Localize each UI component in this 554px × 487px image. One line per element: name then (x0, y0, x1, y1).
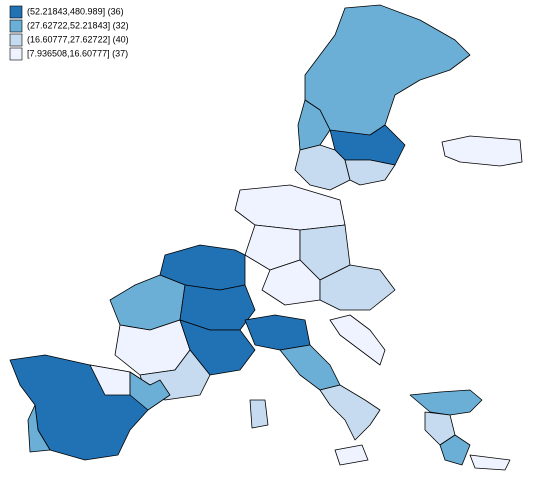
region (441, 135, 523, 167)
region (319, 384, 381, 441)
regions (9, 4, 523, 471)
legend-swatch (9, 19, 23, 33)
region (129, 371, 171, 411)
legend-swatch (9, 5, 23, 19)
region (304, 4, 471, 141)
region (439, 434, 471, 466)
region (334, 444, 369, 466)
region (409, 389, 483, 416)
region (344, 159, 396, 186)
region (249, 399, 269, 429)
legend-label: (27.62722,52.21843] (32) (27, 20, 129, 30)
region (469, 454, 511, 471)
region (27, 404, 51, 453)
region (234, 184, 346, 231)
legend-label: (52.21843,480.989] (36) (27, 6, 124, 16)
legend-label: (16.60777,27.62722] (40) (27, 34, 129, 44)
legend: (52.21843,480.989] (36) (27.62722,52.2184… (9, 5, 129, 61)
region (329, 314, 386, 366)
legend-swatch (9, 33, 23, 47)
region (179, 284, 256, 331)
region (244, 314, 311, 351)
region (319, 264, 396, 311)
legend-swatch (9, 47, 23, 61)
region (279, 344, 341, 391)
legend-label: [7.936508,16.60777] (37) (27, 48, 128, 58)
